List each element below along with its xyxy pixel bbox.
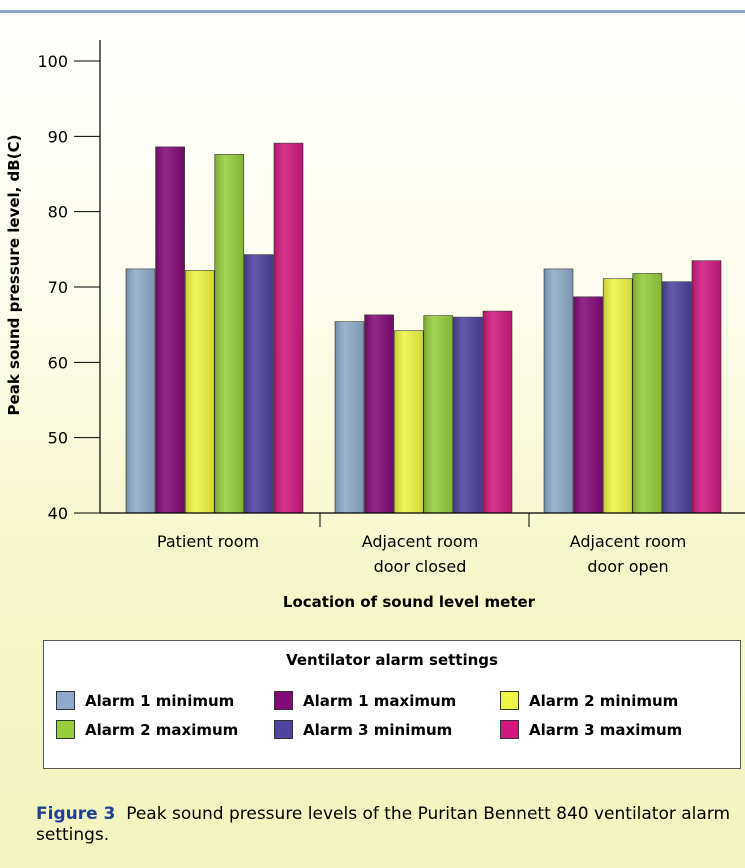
- legend-swatch: [500, 691, 519, 710]
- legend-label: Alarm 1 maximum: [303, 691, 457, 710]
- bar-shade: [244, 254, 274, 513]
- bar-shade: [335, 321, 364, 513]
- x-axis-label: Location of sound level meter: [283, 593, 536, 611]
- bar-shade: [394, 330, 424, 513]
- legend-swatch: [56, 691, 75, 710]
- bar-shade: [573, 296, 603, 513]
- caption-text: Peak sound pressure levels of the Purita…: [36, 804, 731, 845]
- x-category-label: door closed: [374, 557, 467, 576]
- figure-caption: Figure 3 Peak sound pressure levels of t…: [36, 804, 736, 846]
- legend-swatch: [274, 691, 293, 710]
- bar-shade: [423, 315, 453, 513]
- x-category-label: Adjacent room: [362, 532, 479, 551]
- bar-shade: [603, 278, 633, 513]
- legend: Ventilator alarm settings Alarm 1 minimu…: [43, 640, 741, 769]
- bar-shade: [126, 268, 155, 513]
- y-tick-label: 70: [48, 278, 68, 297]
- bar-shade: [453, 317, 483, 513]
- bar-shade: [692, 260, 721, 513]
- x-category-label: Adjacent room: [570, 532, 687, 551]
- bar-shade: [274, 143, 303, 513]
- y-ticks: 40 50 60 70 80 90 100: [37, 52, 100, 523]
- legend-swatch: [56, 720, 75, 739]
- bar-shade: [185, 270, 215, 513]
- bar-shade: [364, 314, 394, 513]
- x-categories: Patient room Adjacent room door closed Adja…: [157, 513, 686, 576]
- legend-label: Alarm 1 minimum: [85, 691, 235, 710]
- figure-label: Figure 3: [36, 804, 116, 824]
- bars-layer: [125, 142, 722, 514]
- bar-chart: 40 50 60 70 80 90 100 Patient room Adjacent roo…: [5, 40, 745, 611]
- legend-item: Alarm 1 maximum: [274, 691, 456, 710]
- top-rule: [0, 10, 745, 13]
- legend-item: Alarm 2 minimum: [500, 691, 678, 710]
- legend-label: Alarm 2 maximum: [85, 720, 239, 739]
- legend-item: Alarm 3 minimum: [274, 720, 452, 739]
- bar-shade: [214, 154, 244, 513]
- legend-swatch: [274, 720, 293, 739]
- y-tick-label: 50: [48, 429, 68, 448]
- legend-title: Ventilator alarm settings: [286, 651, 498, 669]
- y-tick-label: 100: [37, 52, 68, 71]
- bar-shade: [544, 268, 573, 513]
- legend-label: Alarm 3 minimum: [303, 720, 453, 739]
- y-tick-label: 40: [48, 504, 68, 523]
- legend-item: Alarm 1 minimum: [56, 691, 234, 710]
- bar-shade: [632, 273, 662, 513]
- legend-item: Alarm 2 maximum: [56, 720, 238, 739]
- y-tick-label: 80: [48, 203, 68, 222]
- legend-item: Alarm 3 maximum: [500, 720, 682, 739]
- legend-label: Alarm 2 minimum: [529, 691, 679, 710]
- legend-swatch: [500, 720, 519, 739]
- y-tick-label: 90: [48, 127, 68, 146]
- axes-layer: [99, 40, 745, 514]
- legend-label: Alarm 3 maximum: [529, 720, 683, 739]
- bar-shade: [155, 146, 185, 513]
- x-category-label: Patient room: [157, 532, 259, 551]
- y-axis-label: Peak sound pressure level, dB(C): [5, 135, 23, 416]
- bar-shade: [483, 311, 512, 513]
- bar-shade: [662, 281, 692, 513]
- y-tick-label: 60: [48, 353, 68, 372]
- x-category-label: door open: [587, 557, 668, 576]
